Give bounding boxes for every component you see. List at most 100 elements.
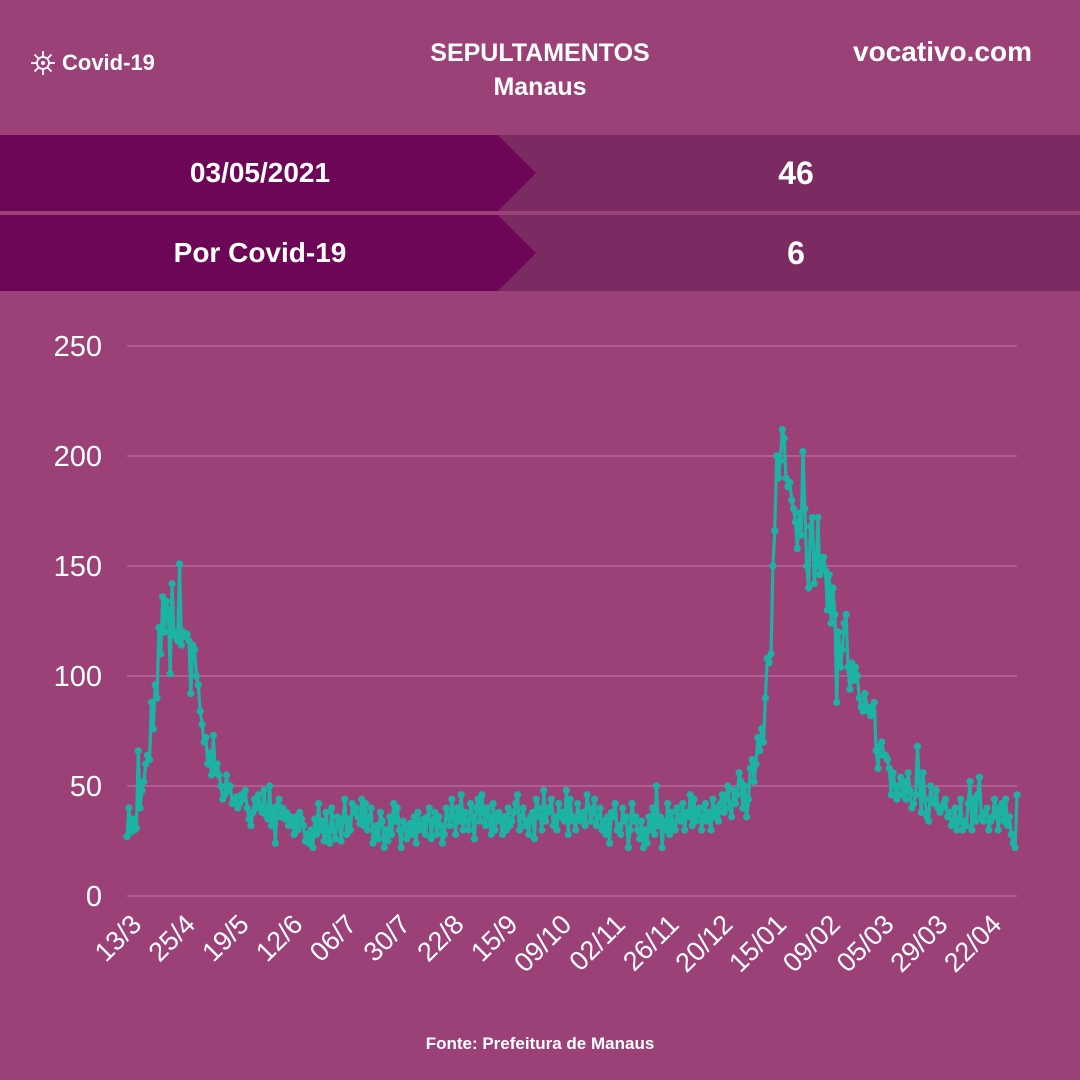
data-point (797, 531, 805, 539)
data-point (716, 800, 724, 808)
data-point (504, 804, 512, 812)
brand-label: Covid-19 (62, 50, 155, 75)
data-point (341, 795, 349, 803)
data-point (654, 822, 662, 830)
data-point (733, 791, 741, 799)
data-point (194, 681, 202, 689)
data-point (164, 606, 172, 614)
data-point (825, 571, 833, 579)
data-point (957, 795, 965, 803)
data-point (827, 619, 835, 627)
data-point (260, 786, 268, 794)
summary-row-date: 03/05/2021 46 (0, 135, 1080, 211)
data-point (592, 822, 601, 830)
data-point (690, 795, 698, 803)
data-point (804, 584, 813, 592)
summary-date-label: 03/05/2021 (189, 157, 331, 188)
data-point (701, 800, 709, 808)
data-point (912, 791, 920, 799)
data-point (373, 822, 381, 830)
data-point (840, 619, 848, 627)
x-tick-label: 29/03 (884, 909, 953, 978)
chart-title: SEPULTAMENTOS (430, 39, 650, 67)
data-point (433, 830, 441, 838)
data-point (570, 817, 578, 825)
data-point (808, 514, 816, 522)
data-point (754, 734, 762, 742)
data-point (587, 817, 595, 825)
data-point (836, 663, 845, 671)
data-point (264, 815, 272, 823)
data-point (895, 782, 903, 790)
data-point (677, 817, 685, 825)
data-point (515, 826, 524, 834)
data-point (806, 522, 815, 530)
data-point (157, 650, 165, 658)
data-point (988, 813, 997, 821)
data-point (866, 712, 875, 720)
data-point (968, 826, 976, 834)
data-point (147, 698, 156, 706)
data-point (288, 819, 296, 827)
data-point (435, 813, 443, 821)
data-point (412, 839, 420, 847)
data-point (990, 795, 999, 803)
data-point (1002, 795, 1010, 803)
site-name: vocativo.com (853, 36, 1032, 67)
chart-subtitle: Manaus (493, 73, 587, 101)
data-point (530, 835, 539, 843)
data-point (500, 813, 509, 821)
data-point (831, 610, 839, 618)
data-point (641, 826, 649, 834)
data-point (692, 817, 700, 825)
data-point (823, 606, 831, 614)
x-tick-label: 09/10 (508, 909, 577, 978)
data-point (731, 800, 739, 808)
data-point (281, 815, 289, 823)
data-point (397, 844, 405, 852)
data-point (153, 694, 161, 702)
data-point (267, 822, 276, 830)
data-point (132, 824, 140, 832)
data-point (893, 795, 901, 803)
data-point (517, 813, 525, 821)
data-point (816, 571, 824, 579)
data-point (442, 804, 450, 812)
data-point (774, 474, 783, 482)
data-point (906, 786, 914, 794)
data-point (375, 835, 383, 843)
data-point (786, 478, 794, 486)
data-point (318, 817, 326, 825)
data-point (168, 580, 176, 588)
data-point (418, 822, 426, 830)
data-point (1004, 822, 1012, 830)
summary-covid-value: 6 (787, 234, 805, 271)
x-tick-label: 13/3 (89, 909, 147, 967)
data-point (337, 837, 345, 845)
data-point (739, 804, 747, 812)
data-point (750, 778, 758, 786)
data-point (512, 800, 520, 808)
data-point (542, 817, 550, 825)
data-point (239, 795, 248, 803)
data-point (192, 672, 201, 680)
data-point (307, 826, 315, 834)
data-point (767, 650, 775, 658)
data-point (215, 771, 223, 779)
data-point (519, 804, 527, 812)
data-point (333, 813, 341, 821)
data-point (769, 562, 777, 570)
data-point (835, 628, 843, 636)
data-point (324, 830, 332, 838)
data-point (538, 826, 546, 834)
data-point (1005, 813, 1014, 821)
data-point (921, 795, 929, 803)
data-point (485, 813, 493, 821)
data-point (553, 826, 561, 834)
data-point (177, 641, 186, 649)
data-point (140, 778, 148, 786)
data-point (664, 800, 672, 808)
data-point (611, 800, 619, 808)
data-point (384, 837, 392, 845)
data-point (574, 800, 582, 808)
